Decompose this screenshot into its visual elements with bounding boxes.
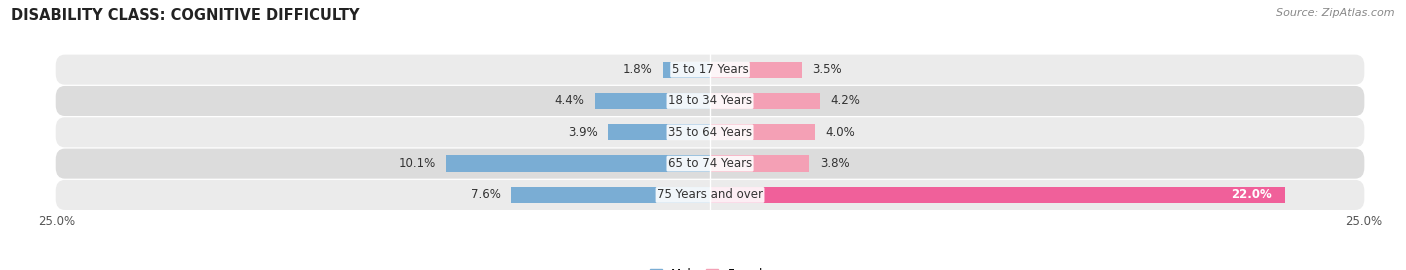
Text: 10.1%: 10.1% <box>398 157 436 170</box>
Bar <box>710 93 820 109</box>
Bar <box>446 156 710 172</box>
FancyBboxPatch shape <box>56 86 1364 116</box>
Text: 22.0%: 22.0% <box>1232 188 1272 201</box>
FancyBboxPatch shape <box>56 180 1364 210</box>
Text: 4.2%: 4.2% <box>831 94 860 107</box>
Text: 4.0%: 4.0% <box>825 126 855 139</box>
Text: 5 to 17 Years: 5 to 17 Years <box>672 63 748 76</box>
Bar <box>710 62 801 78</box>
Text: 4.4%: 4.4% <box>554 94 585 107</box>
Bar <box>710 124 814 140</box>
FancyBboxPatch shape <box>56 117 1364 147</box>
Legend: Male, Female: Male, Female <box>645 264 775 270</box>
Text: DISABILITY CLASS: COGNITIVE DIFFICULTY: DISABILITY CLASS: COGNITIVE DIFFICULTY <box>11 8 360 23</box>
Text: 18 to 34 Years: 18 to 34 Years <box>668 94 752 107</box>
Text: 3.9%: 3.9% <box>568 126 598 139</box>
FancyBboxPatch shape <box>56 148 1364 179</box>
Bar <box>664 62 710 78</box>
Bar <box>595 93 710 109</box>
Text: 3.5%: 3.5% <box>813 63 842 76</box>
Text: 65 to 74 Years: 65 to 74 Years <box>668 157 752 170</box>
Bar <box>512 187 710 203</box>
Text: 35 to 64 Years: 35 to 64 Years <box>668 126 752 139</box>
Text: Source: ZipAtlas.com: Source: ZipAtlas.com <box>1277 8 1395 18</box>
Text: 1.8%: 1.8% <box>623 63 652 76</box>
Bar <box>607 124 710 140</box>
Text: 75 Years and over: 75 Years and over <box>657 188 763 201</box>
FancyBboxPatch shape <box>56 55 1364 85</box>
Bar <box>710 156 810 172</box>
Bar <box>710 187 1285 203</box>
Text: 3.8%: 3.8% <box>820 157 849 170</box>
Text: 7.6%: 7.6% <box>471 188 501 201</box>
